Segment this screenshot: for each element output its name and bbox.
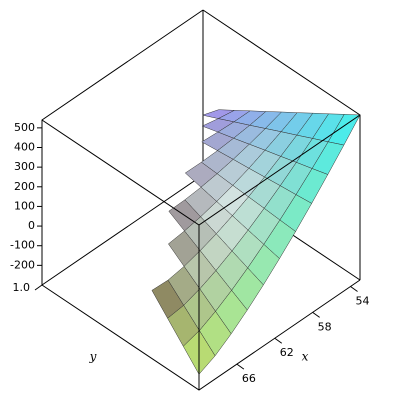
x-tick — [274, 337, 283, 344]
x-tick-label: 58 — [318, 320, 332, 333]
x-tick — [312, 311, 320, 318]
z-tick-label: 200 — [14, 180, 35, 193]
x-tick-label: 54 — [356, 294, 370, 307]
z-tick-label: 300 — [14, 160, 35, 173]
z-tick-label: -200 — [10, 258, 35, 271]
x-tick — [236, 363, 245, 370]
x-tick-label: 62 — [280, 346, 294, 359]
z-tick-label: 0 — [28, 219, 35, 232]
y-axis-label: y — [89, 350, 97, 364]
x-tick — [350, 286, 358, 292]
z-tick-label: 500 — [14, 121, 35, 134]
box-front — [41, 114, 361, 391]
z-tick-label: 100 — [14, 199, 35, 212]
y-tick — [34, 284, 43, 291]
x-axis-label: x — [302, 350, 309, 364]
x-tick-label: 66 — [242, 372, 256, 385]
z-tick-label: 400 — [14, 141, 35, 154]
z-tick-label: -100 — [10, 239, 35, 252]
box-edge — [41, 279, 361, 391]
y-tick-label: 1.0 — [13, 281, 31, 294]
axes: 500 400 300 200 100 0 -100 -200 54 58 62 66 1.0 x y — [10, 121, 369, 385]
surface — [151, 109, 361, 375]
